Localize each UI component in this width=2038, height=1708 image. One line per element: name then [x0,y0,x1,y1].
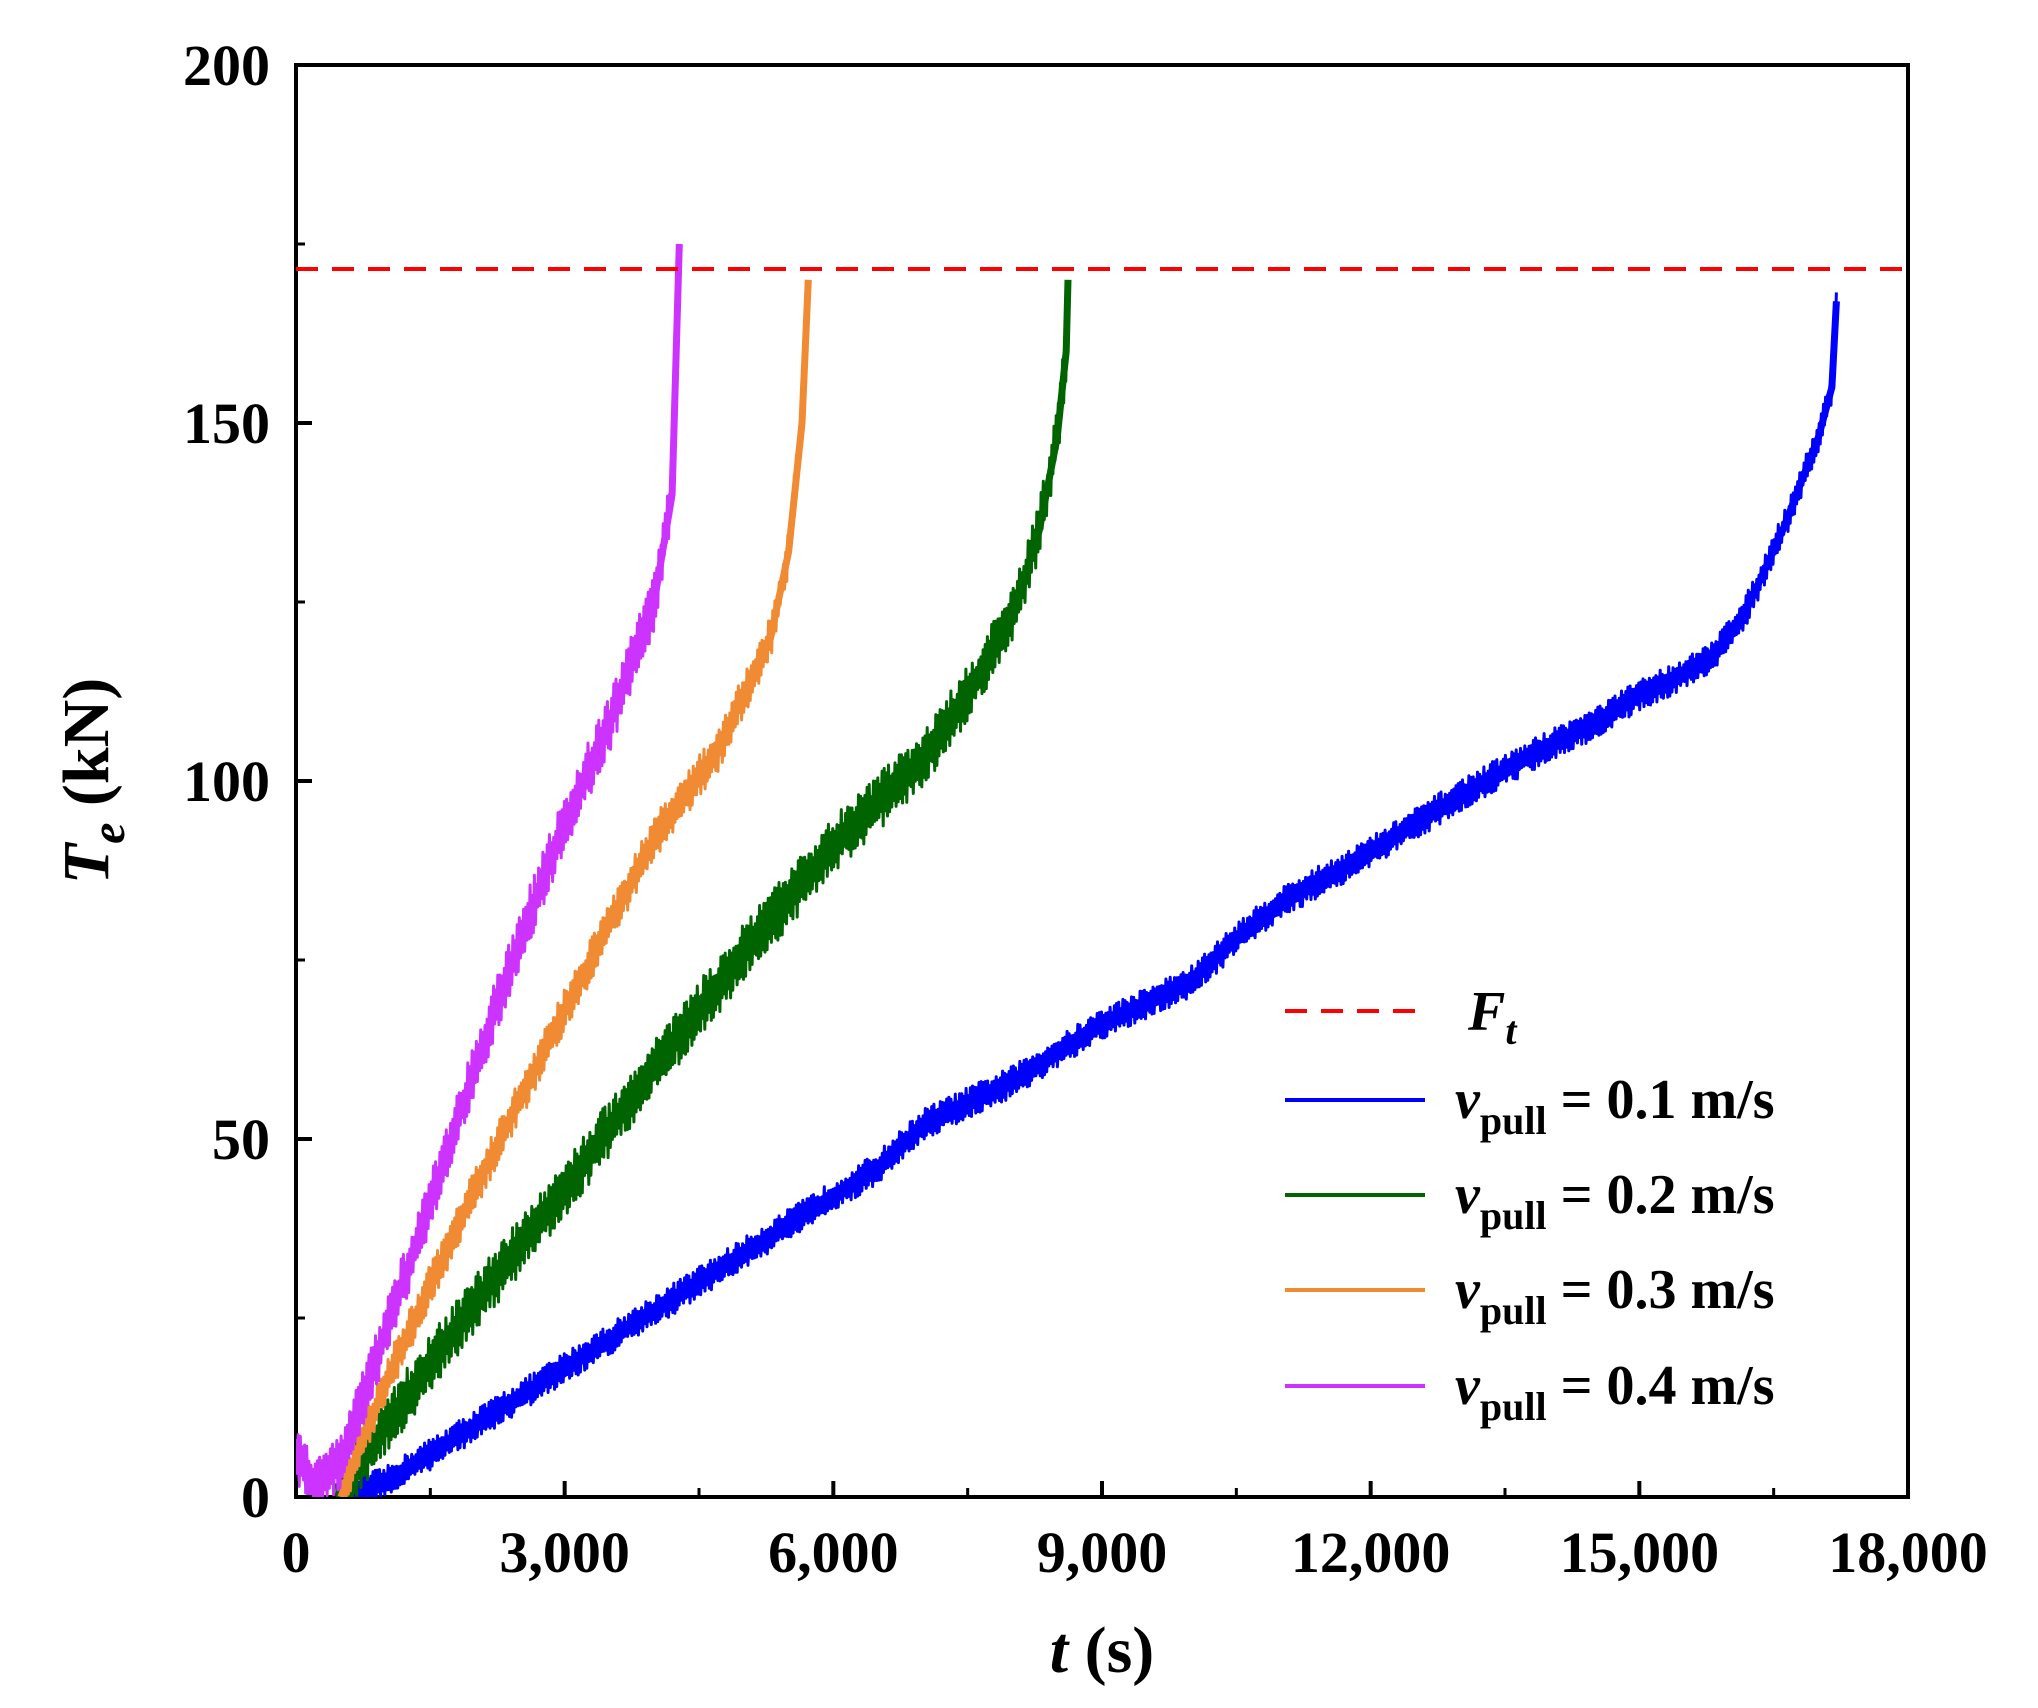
legend-var: v [1455,1164,1481,1226]
legend-value: = 0.3 m/s [1561,1259,1775,1321]
x-tick-label: 3,000 [499,1520,630,1585]
series-layer [296,243,1840,1497]
y-axis-title: Te (kN) [50,678,135,884]
y-tick-label: 0 [241,1465,270,1530]
x-tick-label: 18,000 [1828,1520,1988,1585]
legend-label-ft: Ft [1467,981,1518,1053]
x-tick-label: 6,000 [768,1520,899,1585]
legend-sub: pull [1480,1098,1547,1143]
legend-sub: pull [1480,1384,1547,1429]
svg-text:vpull = 0.3 m/s: vpull = 0.3 m/s [1455,1259,1775,1333]
legend-var: v [1455,1069,1481,1131]
svg-text:vpull = 0.4 m/s: vpull = 0.4 m/s [1455,1355,1775,1429]
y-axis-variable: T [50,841,123,884]
series-line-1 [334,298,1070,1497]
legend-value: = 0.1 m/s [1561,1069,1775,1131]
legend-entry-3: vpull = 0.4 m/s [1285,1355,1775,1429]
legend-var: v [1455,1259,1481,1321]
x-axis-variable: t [1050,1614,1070,1687]
legend: Ft vpull = 0.1 m/s vpull = 0.2 m/s vpull… [1285,981,1775,1429]
legend-entry-1: vpull = 0.2 m/s [1285,1164,1775,1238]
legend-ft-var: F [1467,981,1505,1043]
series-line-0 [339,292,1838,1497]
y-tick-label: 50 [212,1107,270,1172]
series-line-2 [339,281,810,1497]
legend-value: = 0.4 m/s [1561,1355,1775,1417]
x-tick-label: 9,000 [1037,1520,1168,1585]
legend-entry-0: vpull = 0.1 m/s [1285,1069,1775,1143]
tick-layer: 0 3,000 6,000 9,000 12,000 15,000 18,000 0 50 100… [183,33,1988,1585]
svg-text:vpull = 0.1 m/s: vpull = 0.1 m/s [1455,1069,1775,1143]
y-axis-subscript: e [82,823,135,844]
y-tick-label: 200 [183,33,270,98]
x-axis-title: t (s) [1050,1614,1155,1687]
legend-ft-sub: t [1505,1008,1518,1053]
x-axis-unit: (s) [1085,1614,1155,1687]
x-tick-label: 15,000 [1560,1520,1720,1585]
legend-value: = 0.2 m/s [1561,1164,1775,1226]
legend-sub: pull [1480,1288,1547,1333]
legend-sub: pull [1480,1193,1547,1238]
series-core-0 [339,301,1840,1497]
series-core-1 [333,279,1072,1497]
svg-text:vpull = 0.2 m/s: vpull = 0.2 m/s [1455,1164,1775,1238]
y-tick-label: 100 [183,749,270,814]
series-core-3 [296,243,683,1487]
series-line-3 [296,255,681,1497]
x-tick-label: 12,000 [1291,1520,1451,1585]
legend-entry-2: vpull = 0.3 m/s [1285,1259,1775,1333]
y-tick-label: 150 [183,391,270,456]
x-tick-label: 0 [282,1520,311,1585]
series-core-2 [337,279,812,1497]
y-axis-unit: (kN) [50,678,123,806]
legend-var: v [1455,1355,1481,1417]
